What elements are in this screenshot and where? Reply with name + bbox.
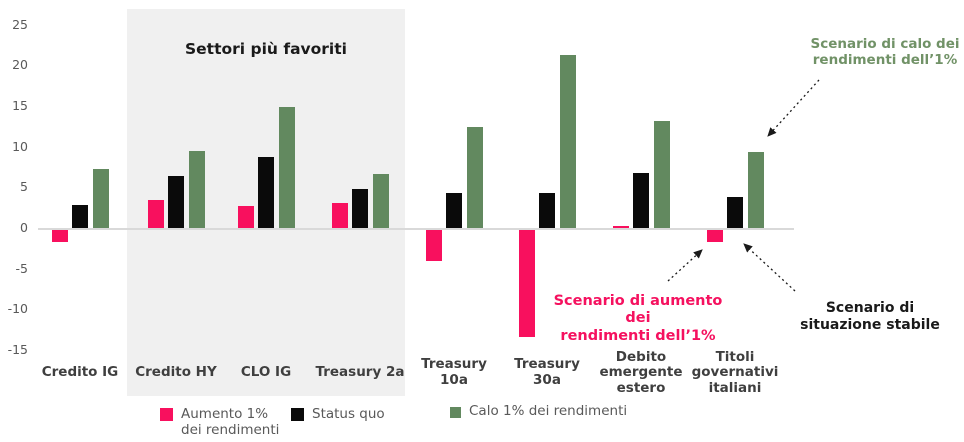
bar-aumento-group-8 [706, 229, 723, 242]
bar-aumento-group-5 [425, 229, 442, 262]
category-label-5: Treasury 10a [421, 356, 487, 388]
category-label-2: Credito HY [135, 364, 217, 381]
legend-item-aumento: Aumento 1% dei rendimenti [160, 406, 279, 438]
bar-status-quo-group-5 [446, 193, 462, 228]
legend-swatch-calo-icon [450, 407, 461, 418]
bar-calo-group-8 [747, 152, 764, 228]
legend-swatch-status-quo-icon [291, 408, 304, 421]
legend-label-aumento: Aumento 1% dei rendimenti [181, 406, 280, 439]
bar-status-quo-group-4 [352, 188, 368, 228]
annotation-stabile-scenario: Scenario di situazione stabile [800, 300, 940, 333]
bar-status-quo-group-8 [727, 197, 743, 228]
category-label-8: Titoli governativi italiani [691, 348, 779, 396]
category-label-4: Treasury 2a [315, 364, 405, 381]
bar-calo-group-1 [92, 168, 109, 228]
bar-calo-group-2 [188, 150, 205, 228]
legend-label-calo: Calo 1% dei rendimenti [469, 403, 628, 419]
bar-calo-group-6 [559, 54, 576, 228]
bar-aumento-group-2 [147, 200, 164, 228]
legend-swatch-aumento-icon [160, 408, 173, 421]
y-tick-label-25: 25 [12, 16, 28, 32]
category-label-3: CLO IG [240, 364, 292, 381]
legend-item-status-quo: Status quo [291, 406, 385, 422]
bar-aumento-group-6 [518, 229, 535, 337]
bar-aumento-group-7 [612, 226, 629, 228]
highlight-region-title: Settori più favoriti [185, 40, 347, 58]
bar-status-quo-group-3 [258, 157, 274, 228]
legend-label-status-quo: Status quo [312, 406, 385, 422]
legend-item-calo: Calo 1% dei rendimenti [450, 403, 627, 419]
y-tick-label-0: 0 [20, 220, 28, 235]
bar-status-quo-group-1 [72, 205, 88, 228]
category-label-1: Credito IG [41, 364, 119, 381]
bar-status-quo-group-6 [539, 193, 555, 228]
y-tick-label--15: -15 [7, 341, 28, 357]
bar-status-quo-group-7 [633, 172, 649, 228]
bar-status-quo-group-2 [168, 175, 184, 228]
y-tick-label-15: 15 [12, 98, 28, 114]
annotation-calo-scenario: Scenario di calo dei rendimenti dell’1% [810, 36, 960, 69]
bar-calo-group-5 [466, 127, 483, 228]
y-tick-label-20: 20 [12, 57, 28, 73]
category-label-6: Treasury 30a [514, 356, 580, 388]
bar-calo-group-4 [372, 174, 389, 228]
bar-aumento-group-4 [331, 202, 348, 228]
bar-aumento-group-3 [237, 206, 254, 228]
bar-aumento-group-1 [51, 229, 68, 242]
category-label-7: Debito emergente estero [599, 348, 683, 396]
bar-calo-group-3 [278, 106, 295, 228]
y-tick-label-10: 10 [12, 138, 28, 154]
y-tick-label-5: 5 [20, 179, 28, 195]
y-tick-label--10: -10 [7, 301, 28, 317]
x-axis-line [38, 228, 794, 230]
y-tick-label--5: -5 [15, 260, 28, 276]
bar-calo-group-7 [653, 120, 670, 228]
annotation-aumento-scenario: Scenario di aumento dei rendimenti dell’… [553, 293, 723, 344]
